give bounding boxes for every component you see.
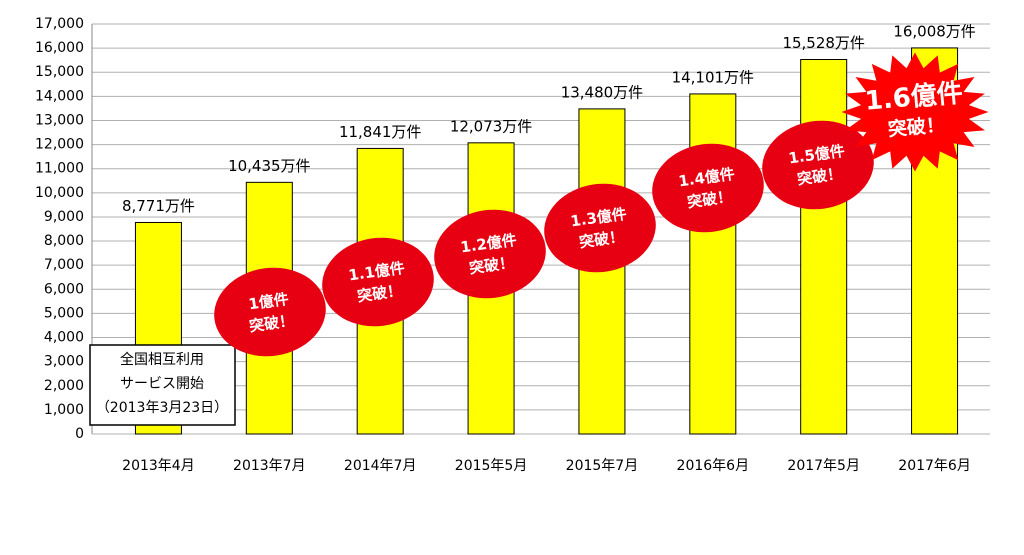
- value-label: 15,528万件: [782, 34, 865, 52]
- y-tick-label: 13,000: [35, 112, 84, 128]
- y-tick-label: 1,000: [44, 402, 84, 418]
- y-tick-label: 3,000: [44, 354, 84, 370]
- value-label: 14,101万件: [672, 68, 755, 86]
- note-box: [89, 344, 236, 426]
- note-text: サービス開始: [120, 376, 204, 392]
- note-text: （2013年3月23日）: [96, 400, 228, 416]
- y-tick-label: 14,000: [35, 88, 84, 104]
- x-tick-label: 2015年5月: [455, 458, 528, 474]
- value-label: 8,771万件: [122, 197, 195, 215]
- value-label: 16,008万件: [893, 22, 976, 40]
- badge-oval: [322, 237, 434, 327]
- x-tick-label: 2013年7月: [233, 458, 306, 474]
- y-tick-label: 0: [75, 426, 84, 442]
- x-tick-label: 2017年6月: [898, 458, 971, 474]
- x-tick-label: 2014年7月: [344, 458, 417, 474]
- badge-oval: [434, 209, 546, 299]
- badge-oval: [214, 267, 326, 357]
- y-tick-label: 7,000: [44, 257, 84, 273]
- y-tick-label: 15,000: [35, 64, 84, 80]
- starburst: [841, 52, 989, 172]
- x-tick-label: 2013年4月: [122, 458, 195, 474]
- value-label: 10,435万件: [228, 157, 311, 175]
- y-tick-label: 4,000: [44, 330, 84, 346]
- y-tick-label: 11,000: [35, 161, 84, 177]
- burst-text: 突破！: [887, 113, 946, 141]
- note-text: 全国相互利用: [120, 351, 204, 368]
- bar: [800, 59, 848, 435]
- value-label: 11,841万件: [339, 123, 422, 141]
- badge-oval: [544, 183, 656, 273]
- y-tick-label: 10,000: [35, 185, 84, 201]
- y-tick-label: 17,000: [35, 16, 84, 32]
- badge-oval: [762, 120, 874, 210]
- badge-text: 1億件: [247, 290, 290, 313]
- y-tick-label: 12,000: [35, 137, 84, 153]
- y-tick-label: 16,000: [35, 40, 84, 56]
- y-tick-label: 9,000: [44, 209, 84, 225]
- y-tick-label: 8,000: [44, 233, 84, 249]
- x-tick-label: 2017年5月: [787, 458, 860, 474]
- badge-oval: [652, 143, 764, 233]
- y-tick-label: 6,000: [44, 281, 84, 297]
- x-tick-label: 2015年7月: [566, 458, 639, 474]
- y-tick-label: 2,000: [44, 378, 84, 394]
- value-label: 12,073万件: [450, 117, 533, 135]
- value-label: 13,480万件: [561, 83, 644, 101]
- y-tick-label: 5,000: [44, 305, 84, 321]
- x-tick-label: 2016年6月: [677, 458, 750, 474]
